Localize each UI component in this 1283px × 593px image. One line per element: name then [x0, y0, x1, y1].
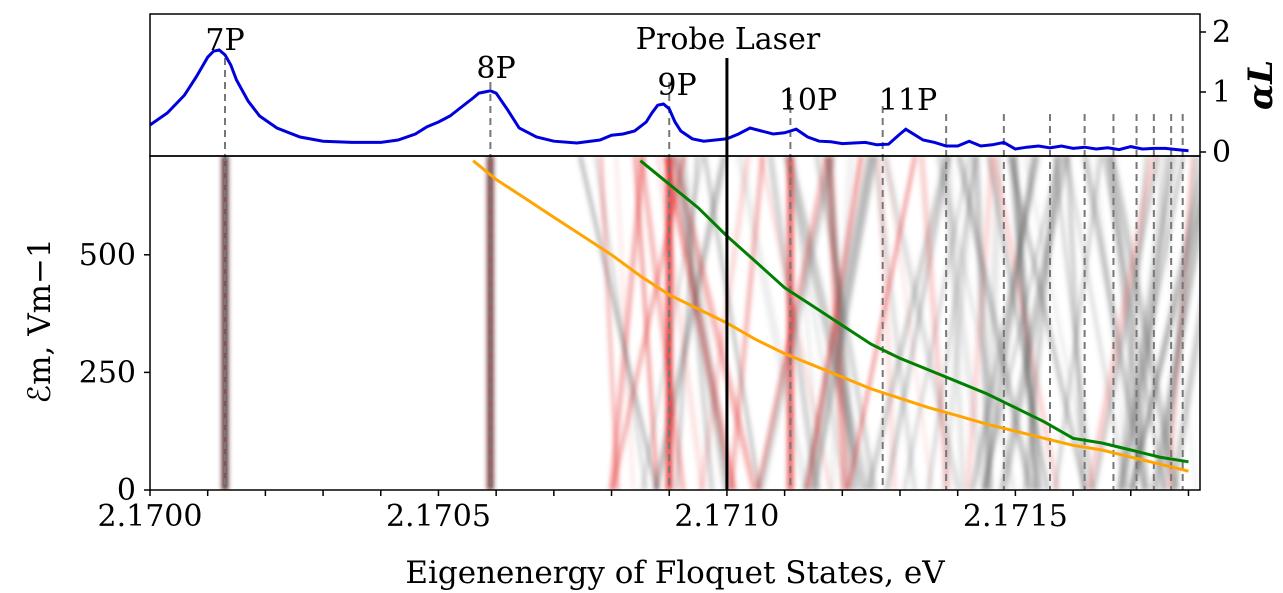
y-tick-label-bottom: 500 [79, 238, 136, 273]
heatmap-streak [598, 156, 620, 490]
y-tick-label-bottom: 0 [117, 473, 136, 508]
y-axis-ticks-top: 0 1 2 [1200, 15, 1231, 170]
y-tick-label-top: 2 [1212, 15, 1231, 50]
heatmap-streak [671, 156, 731, 490]
absorption-curve [150, 48, 1189, 153]
bottom-series-group [472, 159, 1189, 473]
threshold-curve [639, 159, 1189, 464]
heatmap-streak [876, 156, 898, 490]
heatmap-streak [1053, 156, 1103, 490]
heatmap-streak [1118, 156, 1150, 490]
peak-label: 7P [205, 23, 244, 58]
threshold-curve [472, 159, 1189, 473]
heatmap-streak [1160, 156, 1200, 490]
y-axis-title-top: αL [1241, 60, 1281, 110]
x-tick-label: 2.1700 [98, 499, 203, 534]
peak-label: 9P [657, 68, 696, 103]
y-tick-label-top: 0 [1212, 135, 1231, 170]
x-tick-label: 2.1710 [674, 499, 779, 534]
y-axis-title-bottom: ℰm, Vm−1 [22, 238, 58, 403]
heatmap-streak [884, 156, 952, 490]
heatmap-streak [956, 156, 1034, 490]
probe-laser-label: Probe Laser [636, 22, 821, 57]
y-tick-label-bottom: 250 [79, 355, 136, 390]
heatmap-streak [578, 156, 659, 490]
peak-labels: 7P 8P 9P 10P 11P [205, 23, 937, 118]
heatmap-streak [926, 156, 978, 490]
heatmap-streak [1091, 156, 1161, 490]
heatmap-streak [792, 156, 822, 490]
heatmap-streak [736, 156, 810, 490]
y-axis-ticks-bottom: 0 250 500 [79, 238, 150, 508]
heatmap-streak [969, 156, 1041, 490]
peak-label: 8P [476, 51, 515, 86]
heatmap-streak [756, 156, 836, 490]
x-tick-label: 2.1715 [963, 499, 1068, 534]
heatmap-streak [1064, 156, 1128, 490]
x-axis-ticks: 2.1700 2.1705 2.1710 2.1715 [98, 490, 1190, 534]
top-series-group [150, 48, 1189, 153]
heatmap-streak [614, 156, 635, 490]
x-tick-label: 2.1705 [386, 499, 491, 534]
heatmap-streak [972, 156, 994, 490]
heatmap-streak [884, 156, 934, 490]
heatmap-streak [809, 156, 878, 490]
peak-label: 10P [779, 83, 837, 118]
heatmap-streak [1154, 156, 1198, 490]
heatmap-streak [846, 156, 917, 490]
peak-label: 11P [879, 83, 937, 118]
x-axis-title: Eigenenergy of Floquet States, eV [405, 555, 945, 591]
heatmap-streak [1093, 156, 1130, 490]
heatmap-streak [1124, 156, 1167, 490]
heatmap-streak [789, 156, 871, 490]
heatmap-streak [918, 156, 951, 490]
heatmap-streak [1007, 156, 1088, 490]
heatmap-streak [702, 156, 762, 490]
bottom-panel-frame [149, 155, 1201, 491]
heatmap-streak [1023, 156, 1094, 490]
heatmap-streak [945, 156, 967, 490]
heatmap-streak [728, 156, 766, 490]
heatmap-streak [783, 156, 848, 490]
heatmap-streak [638, 156, 686, 490]
heatmap-streak [655, 156, 706, 490]
y-tick-label-top: 1 [1212, 75, 1231, 110]
